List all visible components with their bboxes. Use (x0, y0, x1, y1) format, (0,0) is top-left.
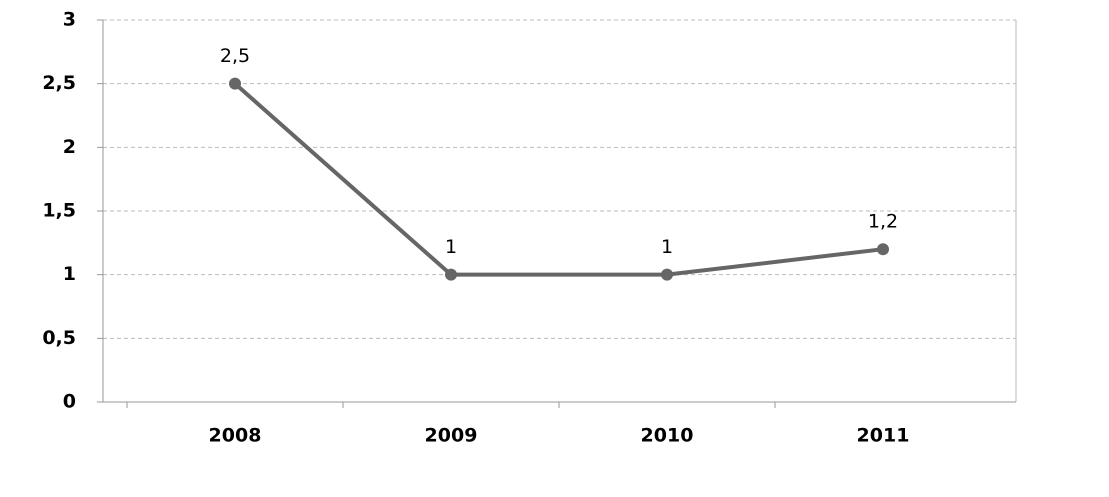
data-label: 1 (445, 236, 457, 258)
point (445, 268, 457, 281)
y-tick-label: 3 (63, 9, 76, 31)
point (661, 268, 673, 281)
x-tick-label: 2008 (209, 425, 262, 447)
x-tick-label: 2009 (425, 425, 478, 447)
x-tick-label: 2010 (641, 425, 694, 447)
data-label: 1 (661, 236, 673, 258)
y-tick-label: 1,5 (42, 200, 76, 222)
y-tick-label: 2,5 (42, 72, 76, 94)
x-tick-label: 2011 (857, 425, 910, 447)
y-tick-label: 0 (63, 391, 76, 413)
y-tick-label: 1 (63, 263, 76, 285)
data-label: 2,5 (220, 45, 250, 67)
point (877, 243, 889, 256)
point (229, 77, 241, 90)
y-tick-label: 0,5 (42, 327, 76, 349)
data-label: 1,2 (868, 211, 898, 233)
line (233, 82, 884, 277)
y-tick-label: 2 (63, 136, 76, 158)
